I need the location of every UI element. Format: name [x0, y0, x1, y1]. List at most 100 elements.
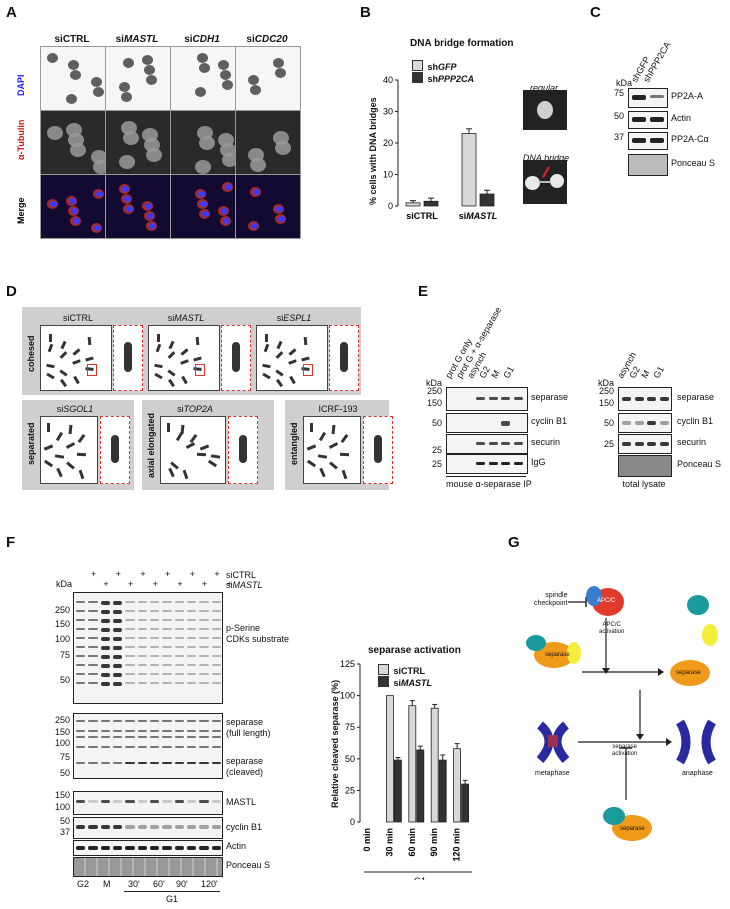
d-zoom-bottom-1 [228, 416, 258, 484]
e-ip-blot-1 [446, 413, 528, 433]
panel-label-b: B [360, 4, 371, 21]
panel-g-diagram [526, 586, 718, 841]
f-marker-cyclin-1: 37 [59, 827, 70, 837]
e-ip-blot-2 [446, 434, 528, 454]
anaphase-chromosome-icon [676, 719, 691, 765]
micrograph-0-3 [235, 46, 301, 111]
securin-icon-right [702, 624, 718, 646]
row-label-2: Merge [16, 196, 26, 224]
f-xcat-2: 60 min [407, 828, 417, 857]
d-spread-top-0 [40, 325, 112, 391]
d-row-label-1: axial elongated [146, 412, 156, 478]
f-kda: kDa [55, 579, 72, 589]
e-lys-lane-3: G1 [651, 364, 667, 380]
bar-shPPP2CA-siMASTL [479, 193, 495, 207]
separase-icon-free [670, 660, 710, 686]
f-label-2: separase [226, 717, 264, 727]
g-metaphase: metaphase [535, 770, 570, 777]
img-dna-bridge [523, 160, 567, 204]
row-label-1: α-Tubulin [16, 119, 26, 160]
d-spread-bottom-0 [40, 416, 98, 484]
column-header-3: siCDC20 [246, 34, 288, 45]
e-caption-ip: mouse α-separase IP [446, 479, 532, 489]
e-marker-0: 250 [426, 386, 442, 396]
d-row-label-0: separated [26, 422, 36, 465]
e-marker-3: 25 [431, 445, 442, 455]
f-blot-cyclinb1 [73, 817, 223, 839]
chart-f-ylabel: Relative cleaved separase (%) [330, 679, 340, 808]
column-header-2: siCDH1 [184, 34, 220, 45]
f-xcat-1: 30 min [384, 828, 394, 857]
f-label-4: separase [226, 756, 264, 766]
f-bar-siMASTL-3 [438, 759, 447, 823]
d-spread-bottom-2 [303, 416, 361, 484]
f-label-9: Ponceau S [226, 860, 271, 870]
f-xlabel-1: M [103, 879, 111, 889]
f-bar-siCTRL-4 [453, 748, 462, 823]
micrograph-0-2 [170, 46, 236, 111]
f-bar-siMASTL-4 [461, 783, 470, 823]
bar-shGFP-siMASTL [461, 133, 477, 207]
f-ytick-3: 75 [345, 722, 355, 732]
chart-b-ylabel: % cells with DNA bridges [368, 97, 378, 205]
f-bar-siCTRL-1 [386, 695, 394, 823]
blot-label-1: Actin [671, 113, 692, 123]
d-zoom-top-0 [113, 325, 143, 391]
ytick-0: 0 [388, 201, 393, 211]
cyclinb1-icon-bottom [603, 807, 625, 825]
e-lys-label-1: cyclin B1 [677, 416, 714, 426]
f-label-7: cyclin B1 [226, 822, 263, 832]
panel-label-f: F [6, 534, 16, 551]
legend-shppp2ca-prefix: sh [427, 74, 438, 84]
d-zoom-bottom-0 [100, 416, 130, 484]
f-marker-mid-1: 150 [54, 727, 70, 737]
d-top-header-1: siMASTL [167, 313, 205, 323]
f-blot-actin [73, 840, 223, 856]
legend-shgfp-name: GFP [437, 62, 457, 72]
f-xlabel-0: G2 [77, 879, 90, 889]
d-top-header-2: siESPL1 [276, 313, 312, 323]
d-top-header-0: siCTRL [62, 313, 93, 323]
f-label-8: Actin [226, 841, 247, 851]
g-anaphase: anaphase [682, 770, 713, 777]
legend-shgfp-prefix: sh [427, 62, 438, 72]
f-row-sictrl: siCTRL [226, 570, 257, 580]
f-xlabel-2: 30' [128, 879, 140, 889]
chart-f-svg: 0 25 50 75 100 125 0 min 30 min 60 min 90 min 120 … [340, 659, 472, 880]
f-label-3: (full length) [226, 728, 271, 738]
f-xcat-0: 0 min [362, 828, 372, 852]
f-bar-siMASTL-1 [394, 759, 402, 823]
img-bridge-label: DNA bridge [522, 153, 570, 163]
e-ip-lane-4: M [489, 368, 502, 380]
securin-icon-left [567, 642, 581, 664]
f-chart-group: G1 [414, 876, 426, 880]
blot-3 [628, 154, 668, 176]
f-marker-mid-2: 100 [54, 738, 70, 748]
img-regular-label: regular [529, 83, 558, 93]
e-marker-r-1: 150 [598, 398, 614, 408]
marker-2: 37 [613, 132, 624, 142]
f-blot-ponceau [73, 857, 223, 877]
column-header-1: siMASTL [115, 34, 159, 45]
e-marker-2: 50 [431, 418, 442, 428]
marker-0: 75 [613, 88, 624, 98]
e-ip-label-3: IgG [531, 457, 546, 467]
ytick-2: 20 [383, 138, 393, 148]
e-lys-blot-2 [618, 434, 672, 454]
micrograph-0-0 [40, 46, 106, 111]
e-marker-r-2: 50 [603, 418, 614, 428]
f-label-6: MASTL [226, 797, 257, 807]
e-lys-blot-0 [618, 387, 672, 411]
cyclinb1-icon-right [687, 595, 709, 615]
f-xcat-3: 90 min [429, 828, 439, 857]
f-bar-siCTRL-3 [430, 707, 439, 823]
g-spindle-checkpoint: spindle checkpoint [534, 592, 568, 607]
blot-label-2: PP2A-Cα [671, 134, 709, 144]
f-marker-mastl-1: 100 [54, 802, 70, 812]
f-label-1: CDKs substrate [226, 634, 290, 644]
chart-b-title: DNA bridge formation [410, 38, 514, 49]
chart-f-title: separase activation [368, 645, 461, 656]
f-ytick-1: 25 [345, 785, 355, 795]
d-bottom-header-0: siSGOL1 [56, 404, 94, 414]
f-ytick-0: 0 [350, 817, 355, 827]
